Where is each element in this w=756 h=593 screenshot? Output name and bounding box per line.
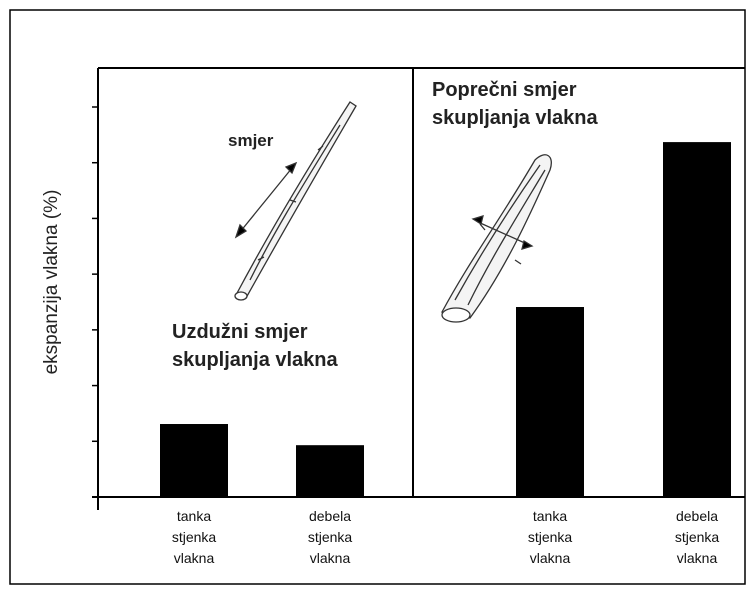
fiber-thick (442, 155, 551, 322)
x-tick-label: debela stjenka vlakna (275, 506, 385, 569)
annotation: Poprečni smjer skupljanja vlakna (432, 76, 598, 132)
bar (296, 445, 364, 497)
arrow-label: smjer (228, 131, 274, 150)
chart: ekspanzija vlakna (%) smjer (0, 0, 756, 593)
bar (516, 307, 584, 497)
x-tick-label: tanka stjenka vlakna (139, 506, 249, 569)
page: ekspanzija vlakna (%) smjer tanka stjenk… (0, 0, 756, 593)
bar (160, 424, 228, 497)
x-tick-label: debela stjenka vlakna (642, 506, 752, 569)
bar (663, 142, 731, 497)
x-tick-label: tanka stjenka vlakna (495, 506, 605, 569)
annotation: Uzdužni smjer skupljanja vlakna (172, 318, 338, 374)
y-axis-label: ekspanzija vlakna (%) (41, 190, 62, 375)
